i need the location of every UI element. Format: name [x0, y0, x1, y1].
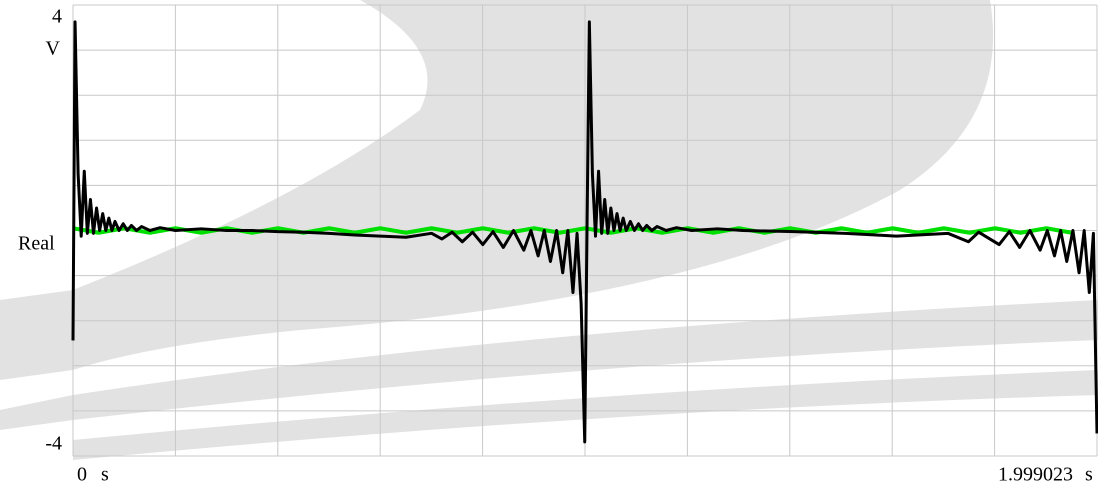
y-tick-label: 4	[52, 6, 62, 28]
x-unit: s	[101, 464, 109, 486]
x-unit: s	[1085, 464, 1093, 486]
y-label: Real	[18, 233, 55, 255]
x-tick-label: 1.999023	[998, 464, 1073, 486]
x-tick-label: 0	[77, 464, 87, 486]
trace	[71, 20, 1098, 444]
y-unit: V	[46, 38, 61, 60]
y-tick-label: -4	[45, 433, 62, 455]
